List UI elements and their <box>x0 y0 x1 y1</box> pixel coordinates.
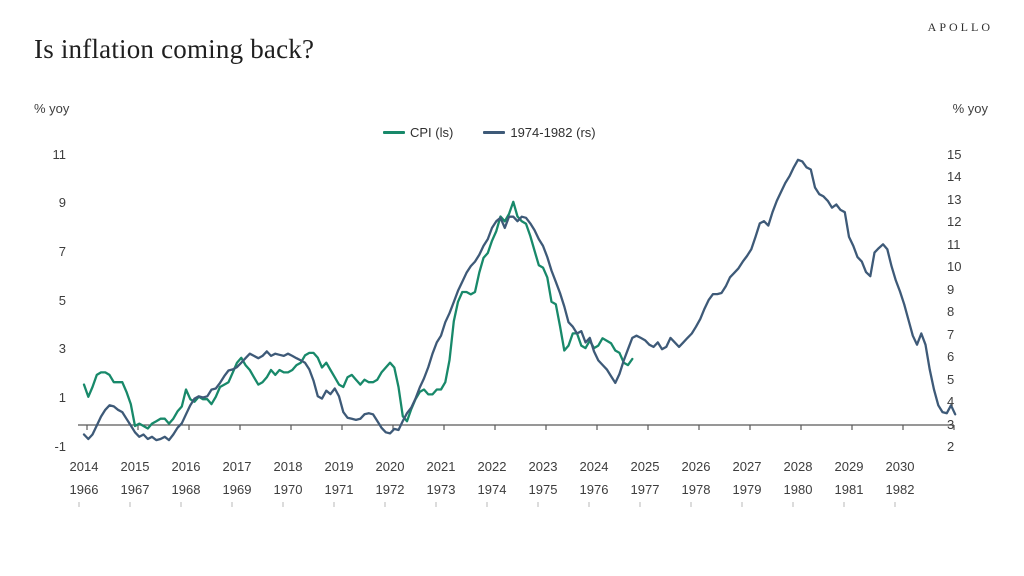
right-axis-tick-13: 13 <box>947 191 962 207</box>
x-axis-year-1977: 1977 <box>630 482 660 497</box>
left-axis-tick-5: 5 <box>58 292 66 308</box>
secondary-axis-minitick <box>231 502 233 507</box>
secondary-axis-minitick <box>435 502 437 507</box>
secondary-axis-minitick <box>690 502 692 507</box>
x-axis-year-2022: 2022 <box>477 459 507 474</box>
right-axis-tick-12: 12 <box>947 214 962 230</box>
secondary-axis-minitick <box>588 502 590 507</box>
secondary-axis-minitick <box>486 502 488 507</box>
x-axis-year-2030: 2030 <box>885 459 915 474</box>
right-axis-tick-10: 10 <box>947 259 962 275</box>
secondary-axis-minitick <box>78 502 80 507</box>
x-axis-year-2029: 2029 <box>834 459 864 474</box>
right-axis-tick-9: 9 <box>947 281 955 297</box>
chart-legend: CPI (ls) 1974-1982 (rs) <box>383 125 596 140</box>
left-axis-tick-11: 11 <box>52 146 67 162</box>
secondary-axis-minitick <box>639 502 641 507</box>
page-title: Is inflation coming back? <box>34 34 315 64</box>
right-axis-tick-15: 15 <box>947 147 962 163</box>
right-axis-tick-8: 8 <box>947 304 955 320</box>
right-axis-tick-2: 2 <box>947 439 955 454</box>
x-axis-year-2025: 2025 <box>630 459 660 474</box>
x-axis-year-1980: 1980 <box>783 482 813 497</box>
x-axis-year-1979: 1979 <box>732 482 762 497</box>
line-series-cpi <box>82 200 634 430</box>
left-axis-tick--1: -1 <box>54 438 66 454</box>
secondary-axis-minitick <box>180 502 182 507</box>
right-axis-tick-3: 3 <box>947 416 955 432</box>
apollo-logo: APOLLO <box>927 20 993 34</box>
secondary-axis-minitick <box>741 502 743 507</box>
x-axis-year-1966: 1966 <box>69 482 99 497</box>
x-axis-year-1968: 1968 <box>171 482 201 497</box>
x-axis-year-2023: 2023 <box>528 459 558 474</box>
cpi-line-swatch <box>383 131 405 134</box>
x-axis-year-2026: 2026 <box>681 459 711 474</box>
x-axis-year-1970: 1970 <box>273 482 303 497</box>
line-series-1974-1982 <box>82 158 957 442</box>
x-axis-year-2015: 2015 <box>120 459 150 474</box>
x-axis-year-1982: 1982 <box>885 482 915 497</box>
x-axis-year-1981: 1981 <box>834 482 864 497</box>
right-axis-unit-label: % yoy <box>952 101 988 116</box>
secondary-axis-minitick <box>384 502 386 507</box>
x-axis-year-2020: 2020 <box>375 459 405 474</box>
x-axis-year-2028: 2028 <box>783 459 813 474</box>
history-line-swatch <box>483 131 506 134</box>
right-axis-tick-11: 11 <box>947 236 961 252</box>
x-axis-year-1975: 1975 <box>528 482 558 497</box>
right-axis-tick-14: 14 <box>947 169 962 185</box>
legend-item-1974-1982: 1974-1982 (rs) <box>483 125 596 140</box>
x-axis-year-2021: 2021 <box>426 459 456 474</box>
legend-label-1974-1982: 1974-1982 (rs) <box>510 125 596 140</box>
left-axis-tick-1: 1 <box>58 390 66 406</box>
x-axis-year-1978: 1978 <box>681 482 711 497</box>
x-axis-year-2018: 2018 <box>273 459 303 474</box>
right-axis-tick-6: 6 <box>947 349 955 365</box>
right-axis-tick-5: 5 <box>947 371 955 387</box>
x-axis-year-2019: 2019 <box>324 459 354 474</box>
x-axis-year-2024: 2024 <box>579 459 609 474</box>
x-axis-year-1969: 1969 <box>222 482 252 497</box>
x-axis-year-2027: 2027 <box>732 459 762 474</box>
right-axis-tick-4: 4 <box>947 394 955 410</box>
legend-item-cpi: CPI (ls) <box>383 125 453 140</box>
x-axis-year-2014: 2014 <box>69 459 99 474</box>
x-axis-year-1974: 1974 <box>477 482 507 497</box>
x-axis-year-2016: 2016 <box>171 459 201 474</box>
left-axis-unit-label: % yoy <box>34 101 70 116</box>
x-axis-year-1971: 1971 <box>324 482 354 497</box>
secondary-axis-minitick <box>333 502 335 507</box>
secondary-axis-minitick <box>792 502 794 507</box>
x-axis-year-2017: 2017 <box>222 459 252 474</box>
secondary-axis-minitick <box>282 502 284 507</box>
left-axis-tick-9: 9 <box>58 195 66 211</box>
x-axis-year-1967: 1967 <box>120 482 150 497</box>
x-axis-year-1976: 1976 <box>579 482 609 497</box>
legend-label-cpi: CPI (ls) <box>410 125 454 140</box>
right-axis-tick-7: 7 <box>947 326 955 342</box>
secondary-axis-minitick <box>537 502 539 507</box>
secondary-axis-minitick <box>894 502 896 507</box>
left-axis-tick-3: 3 <box>58 341 66 357</box>
x-axis-year-1973: 1973 <box>426 482 456 497</box>
secondary-axis-minitick <box>129 502 131 507</box>
x-axis-year-1972: 1972 <box>375 482 405 497</box>
left-axis-tick-7: 7 <box>58 244 66 259</box>
secondary-axis-minitick <box>843 502 845 507</box>
